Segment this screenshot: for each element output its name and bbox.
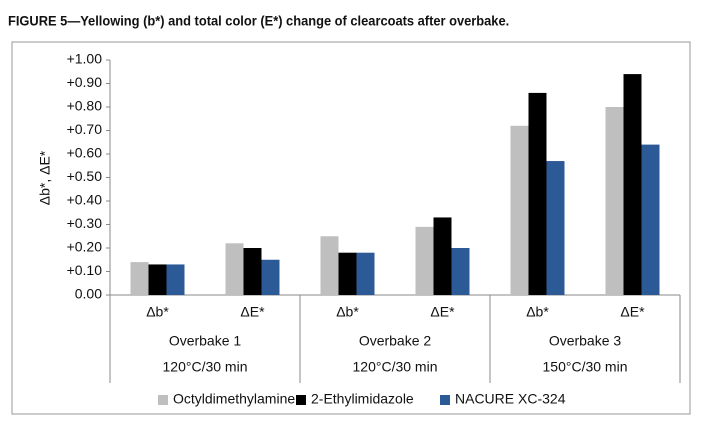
chart-title: FIGURE 5—Yellowing (b*) and total color …: [8, 13, 509, 29]
bar: [451, 248, 470, 295]
x-tick-label: Δb*: [146, 304, 169, 320]
y-tick-label: +0.60: [67, 145, 103, 161]
legend-swatch: [158, 395, 168, 405]
bar: [130, 262, 149, 295]
bar: [243, 248, 262, 295]
bar: [356, 252, 375, 295]
x-tick-label: ΔE*: [240, 304, 265, 320]
group-label: Overbake 2: [359, 333, 432, 349]
y-tick-label: +0.90: [67, 74, 103, 90]
group-label: Overbake 3: [549, 333, 622, 349]
bar: [415, 226, 434, 295]
bar: [605, 107, 624, 295]
bar: [546, 161, 565, 295]
y-tick-label: +0.70: [67, 121, 103, 137]
y-tick-label: +0.20: [67, 239, 103, 255]
bar: [623, 74, 642, 295]
y-axis-title: Δb*, ΔE*: [37, 150, 53, 205]
y-tick-label: +1.00: [67, 51, 103, 67]
bar: [510, 125, 529, 295]
bar: [641, 144, 660, 295]
x-tick-label: Δb*: [336, 304, 359, 320]
y-tick-label: +0.40: [67, 192, 103, 208]
legend-label: Octyldimethylamine: [173, 391, 295, 407]
bar: [166, 264, 185, 295]
y-tick-label: +0.30: [67, 215, 103, 231]
x-tick-label: Δb*: [526, 304, 549, 320]
group-sublabel: 120°C/30 min: [353, 359, 438, 375]
legend-label: 2-Ethylimidazole: [311, 391, 414, 407]
legend-swatch: [296, 395, 306, 405]
group-label: Overbake 1: [169, 333, 242, 349]
bar: [320, 236, 339, 295]
x-tick-label: ΔE*: [430, 304, 455, 320]
y-tick-label: 0.00: [75, 286, 102, 302]
y-tick-label: +0.80: [67, 98, 103, 114]
bar: [528, 92, 547, 296]
x-tick-label: ΔE*: [620, 304, 645, 320]
legend-label: NACURE XC-324: [455, 391, 566, 407]
y-tick-label: +0.10: [67, 262, 103, 278]
bar: [338, 252, 357, 295]
legend-swatch: [440, 395, 450, 405]
group-sublabel: 150°C/30 min: [543, 359, 628, 375]
chart-frame: [11, 41, 691, 415]
bar: [225, 243, 244, 295]
group-sublabel: 120°C/30 min: [163, 359, 248, 375]
bar: [261, 259, 280, 295]
bar: [433, 217, 452, 295]
y-tick-label: +0.50: [67, 168, 103, 184]
bar: [148, 264, 167, 295]
